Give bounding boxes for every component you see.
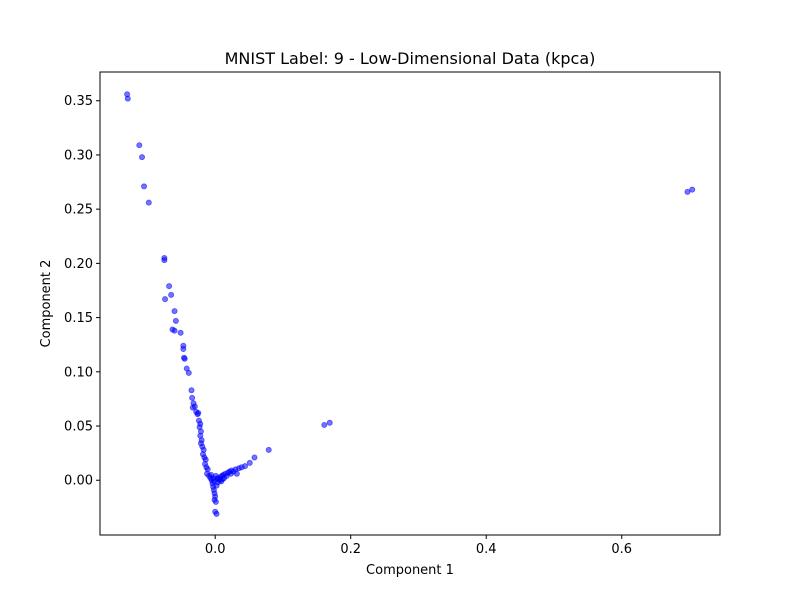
- data-point: [219, 476, 226, 483]
- y-axis-ticks: 0.00 0.05 0.10 0.15 0.20 0.25 0.30 0.35: [64, 94, 100, 489]
- y-tick-label: 0.30: [64, 148, 93, 163]
- data-point: [171, 327, 178, 334]
- x-tick-label: 0.4: [476, 542, 497, 557]
- data-point: [162, 296, 169, 303]
- data-point: [212, 498, 219, 505]
- data-point: [177, 329, 184, 336]
- data-point: [139, 154, 146, 161]
- data-point: [246, 459, 253, 466]
- data-point: [181, 355, 188, 362]
- y-tick-label: 0.35: [64, 94, 93, 109]
- data-point: [321, 421, 328, 428]
- data-points: [124, 91, 696, 517]
- x-tick-label: 0.0: [205, 542, 226, 557]
- data-point: [326, 419, 333, 426]
- data-point: [191, 403, 198, 410]
- x-axis-ticks: 0.0 0.2 0.4 0.6: [205, 535, 632, 557]
- data-point: [124, 95, 131, 102]
- data-point: [168, 291, 175, 298]
- data-point: [189, 394, 196, 401]
- y-tick-label: 0.05: [64, 420, 93, 435]
- y-tick-label: 0.00: [64, 474, 93, 489]
- x-tick-label: 0.2: [340, 542, 361, 557]
- data-point: [689, 186, 696, 193]
- data-point: [180, 346, 187, 353]
- data-point: [141, 183, 148, 190]
- data-point: [171, 308, 178, 315]
- data-point: [145, 199, 152, 206]
- data-point: [242, 463, 249, 470]
- data-point: [195, 410, 202, 417]
- data-point: [233, 470, 240, 477]
- y-tick-label: 0.25: [64, 203, 93, 218]
- x-tick-label: 0.6: [611, 542, 632, 557]
- data-point: [185, 369, 192, 376]
- data-point: [214, 476, 221, 483]
- data-point: [188, 387, 195, 394]
- data-point: [161, 257, 168, 264]
- data-point: [251, 454, 258, 461]
- data-point: [166, 283, 173, 290]
- chart-title: MNIST Label: 9 - Low-Dimensional Data (k…: [225, 49, 596, 68]
- data-point: [684, 188, 691, 195]
- plot-area-frame: [99, 71, 721, 536]
- y-axis-label: Component 2: [39, 260, 54, 348]
- data-point: [172, 317, 179, 324]
- x-axis-label: Component 1: [366, 563, 454, 578]
- data-point: [136, 142, 143, 149]
- data-point: [213, 510, 220, 517]
- y-tick-label: 0.20: [64, 257, 93, 272]
- y-tick-label: 0.15: [64, 311, 93, 326]
- y-tick-label: 0.10: [64, 365, 93, 380]
- data-point: [265, 446, 272, 453]
- data-point: [213, 482, 220, 489]
